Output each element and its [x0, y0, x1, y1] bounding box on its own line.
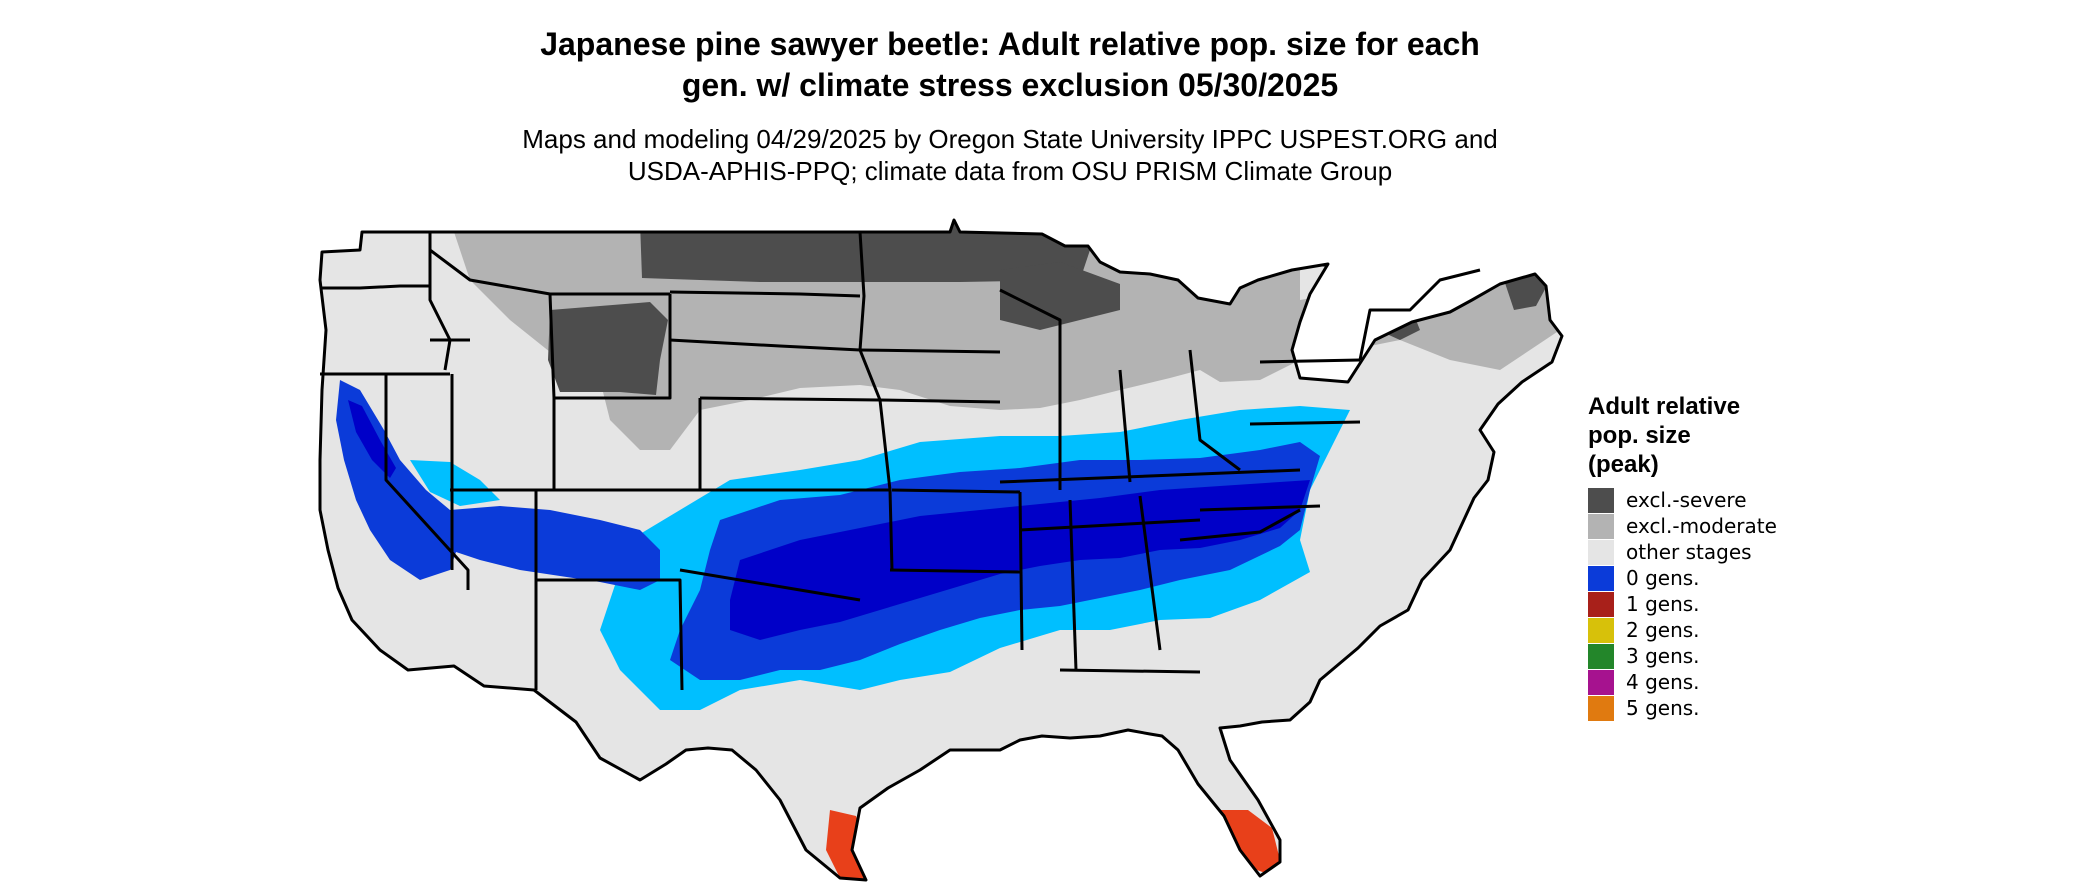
legend-title-line-1: Adult relative	[1588, 393, 1741, 420]
legend-label: 0 gens.	[1626, 566, 1700, 590]
legend: Adult relative pop. size (peak) excl.-se…	[1588, 392, 1908, 732]
legend-swatch	[1588, 566, 1614, 591]
legend-swatch	[1588, 592, 1614, 617]
map-title-line-1: Japanese pine sawyer beetle: Adult relat…	[540, 26, 1480, 62]
border-co	[552, 398, 702, 492]
southwest-blue	[450, 506, 660, 590]
border-ne-states	[1358, 268, 1481, 361]
excl-severe-wyoming	[548, 302, 668, 395]
border-nd-sd	[669, 290, 861, 298]
map-subtitle-line-2: USDA-APHIS-PPQ; climate data from OSU PR…	[627, 156, 1393, 186]
border-id-west	[428, 232, 452, 371]
border-tn-south	[1019, 518, 1201, 532]
border-ia-mo	[879, 398, 1001, 404]
state-borders	[318, 218, 1564, 882]
legend-swatch	[1588, 540, 1614, 565]
legend-swatch	[1588, 670, 1614, 695]
border-dakotas-mn	[858, 231, 894, 571]
map-title-line-2: gen. w/ climate stress exclusion 05/30/2…	[681, 67, 1339, 103]
legend-label: excl.-moderate	[1626, 514, 1777, 538]
legend-swatch	[1588, 514, 1614, 539]
border-mo-ar	[891, 488, 1021, 494]
border-ar-la	[889, 568, 1021, 574]
legend-title-line-3: (peak)	[1588, 451, 1659, 478]
legend-label: 3 gens.	[1626, 644, 1700, 668]
border-ne-ks	[699, 396, 881, 402]
border-ny-pa	[1259, 358, 1361, 364]
border-sd-ne	[669, 338, 861, 352]
border-la-ms	[1018, 491, 1024, 651]
border-ca-nv	[384, 374, 470, 590]
border-nc-sc	[1179, 508, 1301, 542]
border-wy	[548, 293, 672, 400]
border-mt-south	[429, 248, 670, 296]
border-oh-wv	[1188, 349, 1241, 472]
border-nm-tx	[536, 578, 684, 691]
map-fill-layers	[320, 220, 1562, 880]
border-in-oh	[1118, 369, 1132, 483]
legend-title: Adult relative pop. size (peak)	[1588, 392, 1908, 479]
legend-label: other stages	[1626, 540, 1752, 564]
southwest-light-blue	[410, 460, 500, 506]
legend-swatch	[1588, 696, 1614, 721]
legend-swatch	[1588, 488, 1614, 513]
legend-label: 2 gens.	[1626, 618, 1700, 642]
border-mn-ia	[859, 348, 1001, 354]
legend-label: excl.-severe	[1626, 488, 1747, 512]
border-ga-fl	[1059, 668, 1201, 674]
us-map	[300, 210, 1600, 890]
border-pa-south	[1249, 420, 1361, 426]
border-wi-mi	[999, 288, 1062, 350]
border-ok-tx	[679, 568, 861, 602]
excl-severe-wisconsin	[1000, 262, 1120, 330]
south-florida-red	[1214, 810, 1280, 874]
border-tn-ky	[999, 468, 1301, 484]
us-map-svg	[318, 218, 1564, 882]
border-wa-or	[322, 284, 430, 290]
california-dark-blue	[348, 400, 396, 478]
legend-title-line-2: pop. size	[1588, 422, 1691, 449]
legend-label: 1 gens.	[1626, 592, 1700, 616]
legend-label: 5 gens.	[1626, 696, 1700, 720]
border-va-nc	[1199, 504, 1321, 512]
legend-label: 4 gens.	[1626, 670, 1700, 694]
map-subtitle-line-1: Maps and modeling 04/29/2025 by Oregon S…	[522, 124, 1498, 154]
excl-severe-dakotas-mn	[640, 222, 1090, 282]
title-block: Japanese pine sawyer beetle: Adult relat…	[0, 24, 2100, 194]
legend-swatch	[1588, 644, 1614, 669]
legend-swatch	[1588, 618, 1614, 643]
